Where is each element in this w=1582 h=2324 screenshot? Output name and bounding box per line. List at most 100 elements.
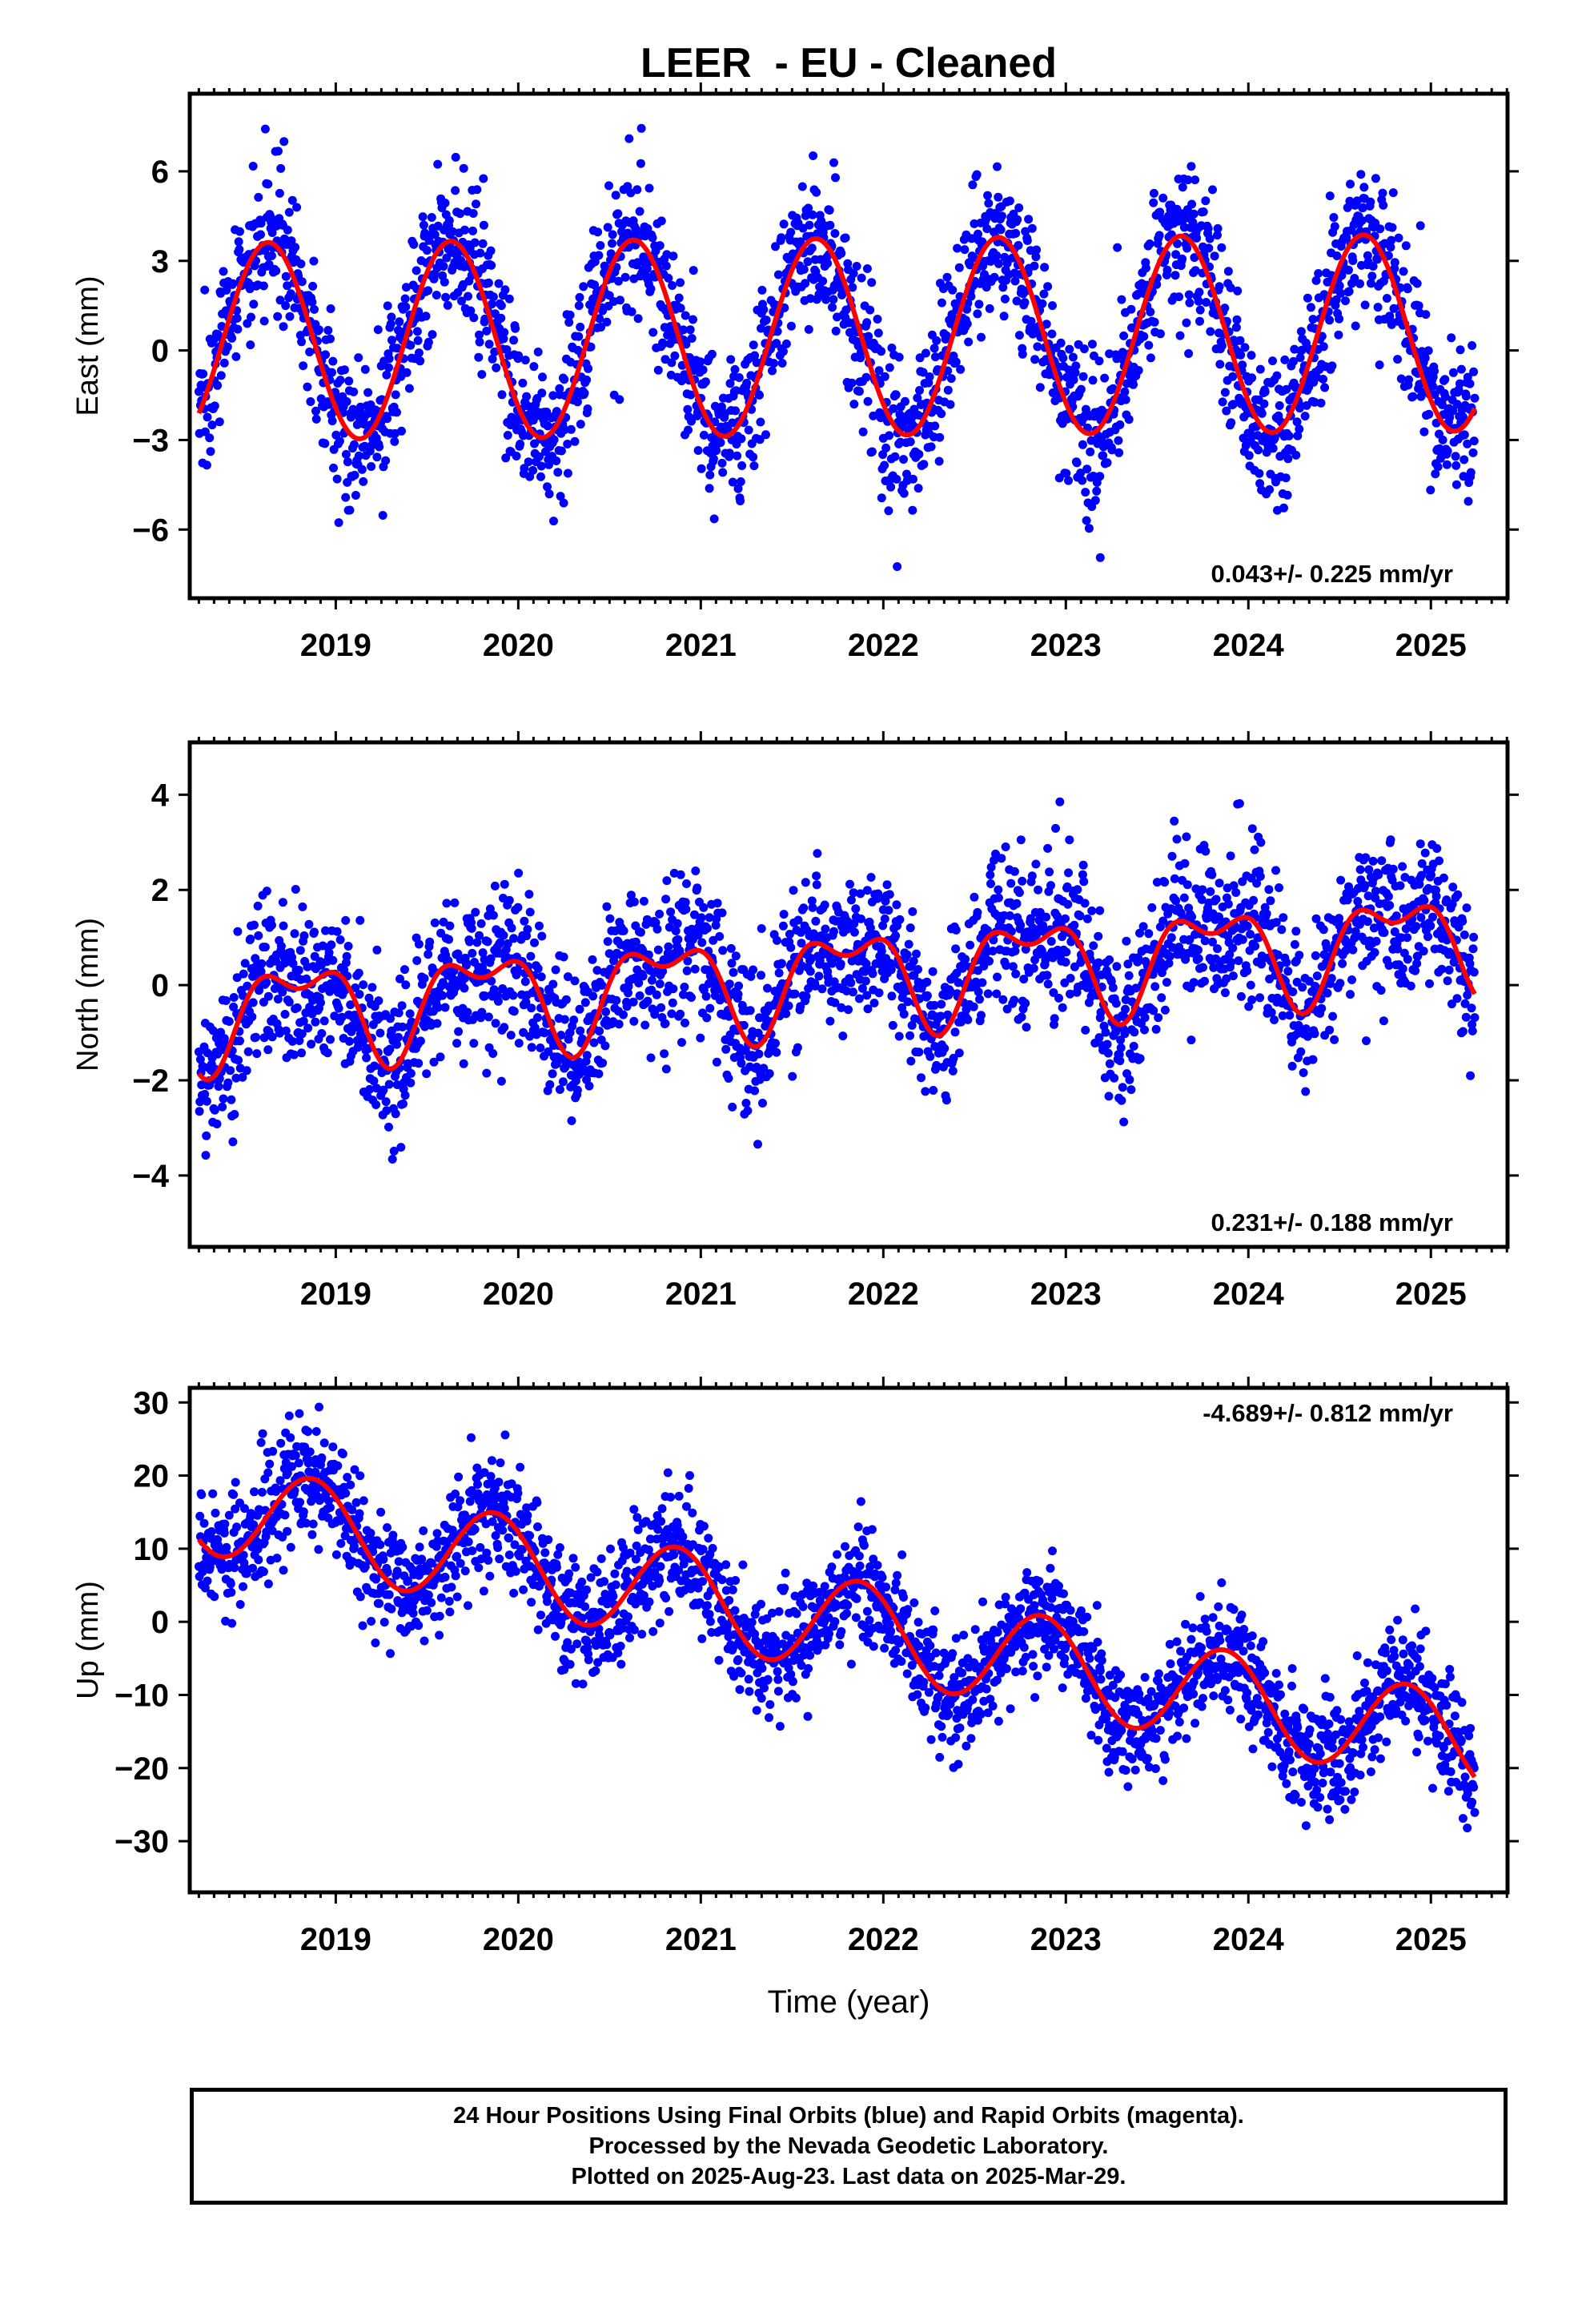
data-point [231,1073,241,1083]
data-point [1379,200,1388,210]
data-point [669,251,678,261]
data-point [1231,888,1241,897]
data-point [229,993,239,1002]
data-point [907,1020,917,1030]
data-point [885,431,894,440]
data-point [837,1003,846,1012]
data-point [436,1052,445,1062]
data-point [1232,315,1242,324]
data-point [1271,918,1281,927]
east-model-fit-line [196,232,1477,441]
data-point [1252,879,1262,888]
data-point [1291,927,1301,936]
data-point [1228,372,1238,381]
data-point [1438,435,1447,444]
data-point [524,890,534,899]
data-point [295,946,305,955]
data-point [460,225,469,235]
data-point [1323,988,1332,998]
data-point [922,977,932,987]
data-point [281,301,291,311]
data-point [964,337,974,347]
data-point [1283,967,1293,976]
data-point [1194,954,1203,963]
data-point [1198,885,1207,895]
data-point [786,321,796,331]
data-point [988,947,998,955]
data-point [639,896,648,906]
data-point [1017,1012,1026,1022]
data-point [1343,895,1352,905]
data-point [860,967,869,976]
data-point [1050,1014,1059,1023]
data-point [248,998,258,1007]
data-point [1246,930,1255,939]
data-point [392,1080,402,1089]
data-point [1350,933,1359,943]
data-point [953,243,962,253]
data-point [1469,436,1479,446]
data-point [821,295,831,304]
data-point [1043,282,1053,292]
data-point [256,219,266,228]
data-point [899,455,908,464]
data-point [222,285,231,295]
data-point [1260,387,1270,396]
data-point [440,199,450,207]
data-point [1317,1003,1327,1013]
data-point [311,414,321,424]
data-point [1031,859,1041,869]
data-point [963,1015,973,1024]
data-point [335,436,344,446]
data-point [235,245,244,254]
data-point [734,373,744,382]
data-point [1061,914,1070,923]
data-point [1081,488,1090,497]
data-point [357,464,367,474]
data-point [961,955,970,964]
data-point [503,431,512,440]
data-point [864,332,873,341]
data-point [1290,939,1299,949]
data-point [351,983,360,992]
data-point [743,1106,753,1116]
data-point [658,339,668,348]
data-point [986,870,995,879]
data-point [1295,404,1304,413]
data-point [807,896,817,906]
east-data-points [194,123,1480,571]
data-point [1134,366,1143,375]
data-point [1393,944,1403,954]
data-point [1246,980,1255,990]
data-point [530,439,539,448]
x-tick-label: 2022 [848,628,919,663]
data-point [1461,1012,1471,1022]
data-point [1141,263,1150,273]
data-point [527,1043,536,1052]
data-point [354,451,363,460]
data-point [908,907,917,916]
data-point [1306,303,1315,312]
data-point [234,1055,243,1065]
data-point [1426,485,1435,495]
data-point [966,940,975,950]
data-point [726,355,736,364]
data-point [761,430,770,440]
data-point [753,1140,762,1149]
data-point [535,452,544,461]
data-point [1371,887,1380,896]
data-point [886,482,896,492]
data-point [1379,928,1389,937]
data-point [518,378,528,388]
data-point [1064,476,1073,485]
data-point [661,261,671,271]
data-point [683,956,693,966]
data-point [837,248,846,258]
data-point [370,1061,379,1071]
data-point [978,978,987,987]
data-point [381,456,391,465]
data-point [219,267,228,276]
data-point [1220,388,1230,397]
data-point [1303,293,1312,303]
data-point [887,991,897,1001]
